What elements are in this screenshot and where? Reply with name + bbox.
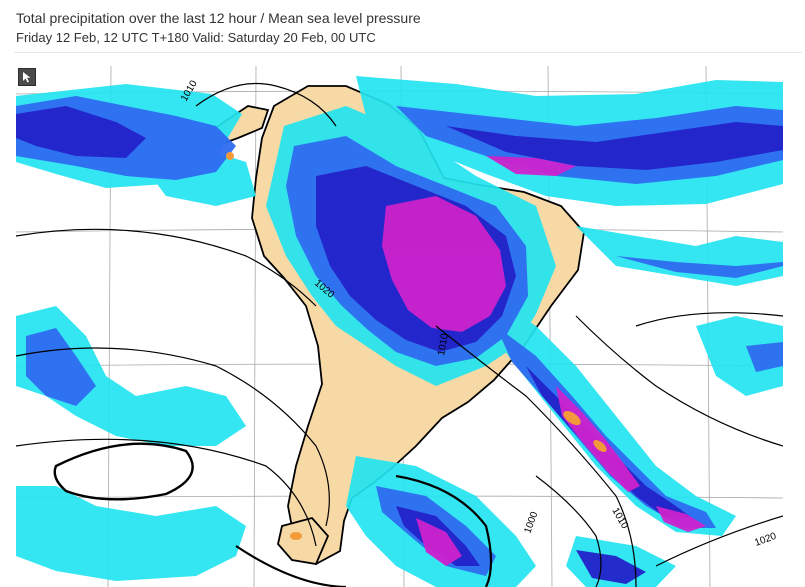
precip-extreme [226,152,607,540]
map-canvas: 1010 1020 1010 1010 1000 1020 [16,66,783,587]
isobar-label: 1010 [609,506,630,531]
isobar-label: 1010 [436,332,451,356]
isobars [16,83,783,587]
forecast-map[interactable]: 1010 1020 1010 1010 1000 1020 [16,66,783,587]
header: Total precipitation over the last 12 hou… [16,8,796,47]
divider [14,52,802,53]
validity-subtitle: Friday 12 Feb, 12 UTC T+180 Valid: Satur… [16,30,376,45]
tierra-del-fuego-land [277,516,330,566]
precip-intense [382,156,706,566]
expand-arrow-icon [23,72,31,83]
page-title: Total precipitation over the last 12 hou… [16,10,421,26]
isobar-label: 1000 [522,510,540,535]
expand-map-button[interactable] [18,68,36,86]
isobar-label: 1020 [753,531,778,549]
